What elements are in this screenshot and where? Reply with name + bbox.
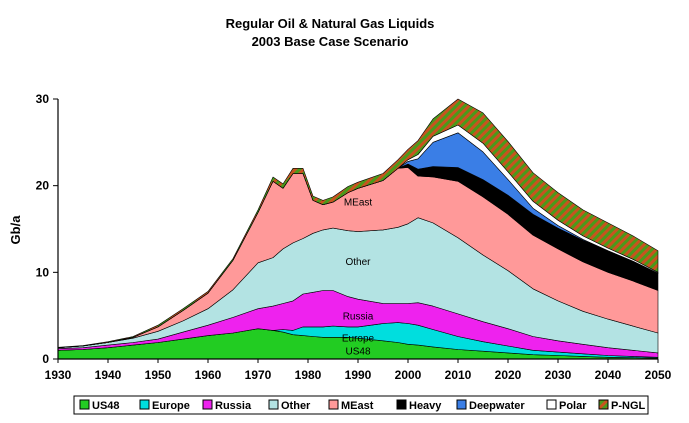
- legend-box: [73, 395, 649, 415]
- y-tick-label: 10: [36, 265, 50, 279]
- x-tick-label: 2020: [495, 368, 522, 382]
- legend-label-deepwater: Deepwater: [469, 400, 525, 412]
- x-tick-label: 2030: [545, 368, 572, 382]
- legend-label-polar: Polar: [559, 400, 587, 412]
- annotation-meast: MEast: [344, 197, 373, 208]
- annotation-europe: Europe: [342, 333, 375, 344]
- legend-label-russia: Russia: [215, 400, 252, 412]
- legend-label-other: Other: [281, 400, 311, 412]
- x-tick-label: 2010: [445, 368, 472, 382]
- chart-subtitle: 2003 Base Case Scenario: [252, 34, 409, 49]
- y-axis-label: Gb/a: [8, 215, 23, 245]
- legend-label-p-ngl: P-NGL: [611, 400, 646, 412]
- legend-label-us48: US48: [92, 400, 120, 412]
- legend-swatch-russia: [202, 399, 213, 410]
- annotation-us48: US48: [345, 346, 370, 357]
- x-axis-ticks: 1930 1940 1950 1960 1970 1980 1990 2000 2010 2020…: [45, 359, 672, 382]
- area-layers: [57, 98, 659, 360]
- x-tick-label: 1990: [345, 368, 372, 382]
- x-tick-label: 1980: [295, 368, 322, 382]
- y-axis-ticks: 0 10 20 30: [36, 92, 58, 366]
- legend-swatch-us48: [79, 399, 90, 410]
- legend-swatch-deepwater: [456, 399, 467, 410]
- x-tick-label: 2050: [645, 368, 672, 382]
- x-tick-label: 1950: [145, 368, 172, 382]
- chart-title: Regular Oil & Natural Gas Liquids: [226, 16, 435, 31]
- annotation-other: Other: [345, 257, 371, 268]
- legend-label-meast: MEast: [341, 400, 374, 412]
- x-tick-label: 1970: [245, 368, 272, 382]
- legend-swatch-meast: [328, 399, 339, 410]
- x-tick-label: 2040: [595, 368, 622, 382]
- x-tick-label: 1960: [195, 368, 222, 382]
- legend-swatch-europe: [139, 399, 150, 410]
- area-annotations: MEast Other Russia Europe US48: [342, 197, 375, 357]
- y-tick-label: 20: [36, 179, 50, 193]
- legend-swatch-p-ngl: [598, 399, 609, 410]
- x-tick-label: 1930: [45, 368, 72, 382]
- legend-swatch-polar: [546, 399, 557, 410]
- area-p-ngl: [57, 98, 659, 348]
- x-tick-label: 2000: [395, 368, 422, 382]
- x-tick-label: 1940: [95, 368, 122, 382]
- annotation-russia: Russia: [343, 312, 374, 323]
- y-tick-label: 30: [36, 92, 50, 106]
- legend-swatch-heavy: [396, 399, 407, 410]
- y-tick-label: 0: [42, 352, 49, 366]
- legend-label-europe: Europe: [152, 400, 190, 412]
- legend-swatch-other: [268, 399, 279, 410]
- legend-label-heavy: Heavy: [409, 400, 442, 412]
- legend: US48 Europe Russia Other MEast Heavy Deepwater…: [79, 399, 646, 412]
